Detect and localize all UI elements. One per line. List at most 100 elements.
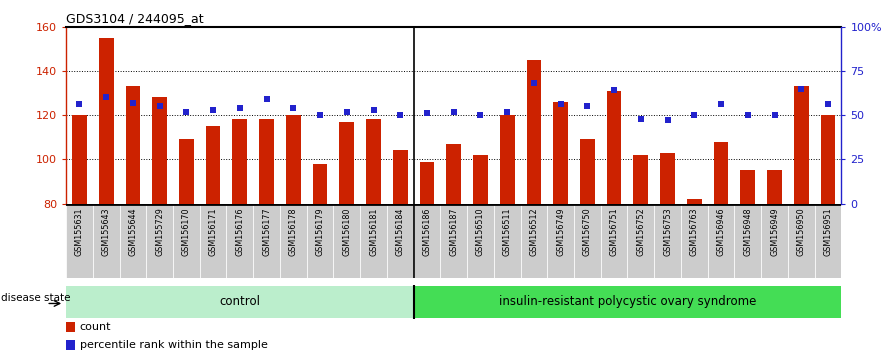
Bar: [521, 204, 547, 278]
Bar: [66, 286, 413, 318]
Text: GSM156510: GSM156510: [476, 207, 485, 256]
Text: GSM156946: GSM156946: [716, 207, 726, 256]
Bar: [233, 120, 248, 204]
Bar: [66, 340, 75, 350]
Bar: [66, 322, 75, 332]
Bar: [333, 204, 360, 278]
Point: [420, 110, 434, 116]
Bar: [687, 199, 701, 204]
Text: GSM156512: GSM156512: [529, 207, 538, 256]
Text: GSM156511: GSM156511: [503, 207, 512, 256]
Bar: [173, 204, 200, 278]
Text: GSM156184: GSM156184: [396, 207, 404, 256]
Bar: [707, 204, 735, 278]
Bar: [660, 153, 675, 204]
Bar: [547, 204, 574, 278]
Bar: [66, 204, 93, 278]
Text: GSM155644: GSM155644: [129, 207, 137, 256]
Text: insulin-resistant polycystic ovary syndrome: insulin-resistant polycystic ovary syndr…: [499, 295, 756, 308]
Point: [206, 107, 220, 113]
Bar: [146, 204, 173, 278]
Text: GSM156180: GSM156180: [343, 207, 352, 256]
Point: [393, 112, 407, 118]
Point: [100, 95, 114, 100]
Bar: [714, 142, 729, 204]
Bar: [286, 115, 300, 204]
Text: GSM156178: GSM156178: [289, 207, 298, 256]
Text: GSM156176: GSM156176: [235, 207, 244, 256]
Bar: [393, 150, 408, 204]
Point: [500, 109, 515, 114]
Point: [447, 109, 461, 114]
Text: GSM156948: GSM156948: [744, 207, 752, 256]
Text: GSM156950: GSM156950: [796, 207, 806, 256]
Bar: [580, 139, 595, 204]
Bar: [413, 204, 440, 278]
Point: [126, 100, 140, 105]
Point: [661, 118, 675, 123]
Bar: [419, 161, 434, 204]
Bar: [200, 204, 226, 278]
Bar: [467, 204, 494, 278]
Bar: [280, 204, 307, 278]
Point: [581, 103, 595, 109]
Bar: [681, 204, 707, 278]
Bar: [152, 97, 167, 204]
Bar: [574, 204, 601, 278]
Bar: [206, 126, 220, 204]
Text: GSM156749: GSM156749: [556, 207, 565, 256]
Bar: [788, 204, 815, 278]
Text: GSM156750: GSM156750: [583, 207, 592, 256]
Bar: [366, 120, 381, 204]
Point: [366, 107, 381, 113]
Point: [553, 102, 567, 107]
Text: GSM156186: GSM156186: [423, 207, 432, 256]
Bar: [527, 60, 541, 204]
Bar: [815, 204, 841, 278]
Bar: [500, 115, 515, 204]
Point: [72, 102, 86, 107]
Bar: [740, 170, 755, 204]
Point: [687, 112, 701, 118]
Text: GDS3104 / 244095_at: GDS3104 / 244095_at: [66, 12, 204, 25]
Bar: [494, 204, 521, 278]
Bar: [761, 204, 788, 278]
Bar: [259, 120, 274, 204]
Bar: [440, 204, 467, 278]
Bar: [99, 38, 114, 204]
Bar: [633, 155, 648, 204]
Point: [633, 116, 648, 121]
Text: control: control: [219, 295, 261, 308]
Point: [821, 102, 835, 107]
Text: GSM156763: GSM156763: [690, 207, 699, 256]
Text: GSM156177: GSM156177: [262, 207, 271, 256]
Bar: [655, 204, 681, 278]
Bar: [447, 144, 461, 204]
Text: GSM156187: GSM156187: [449, 207, 458, 256]
Bar: [601, 204, 627, 278]
Point: [233, 105, 247, 111]
Bar: [313, 164, 328, 204]
Text: GSM155729: GSM155729: [155, 207, 164, 256]
Point: [180, 109, 194, 114]
Text: percentile rank within the sample: percentile rank within the sample: [79, 340, 268, 350]
Text: disease state: disease state: [2, 293, 70, 303]
Bar: [607, 91, 621, 204]
Bar: [253, 204, 280, 278]
Point: [152, 103, 167, 109]
Bar: [413, 286, 841, 318]
Bar: [339, 122, 354, 204]
Text: GSM156171: GSM156171: [209, 207, 218, 256]
Point: [607, 87, 621, 93]
Text: GSM155643: GSM155643: [101, 207, 111, 256]
Bar: [735, 204, 761, 278]
Point: [286, 105, 300, 111]
Bar: [627, 204, 655, 278]
Point: [767, 112, 781, 118]
Text: count: count: [79, 322, 111, 332]
Bar: [226, 204, 253, 278]
Bar: [387, 204, 413, 278]
Bar: [93, 204, 120, 278]
Bar: [120, 204, 146, 278]
Point: [794, 86, 808, 91]
